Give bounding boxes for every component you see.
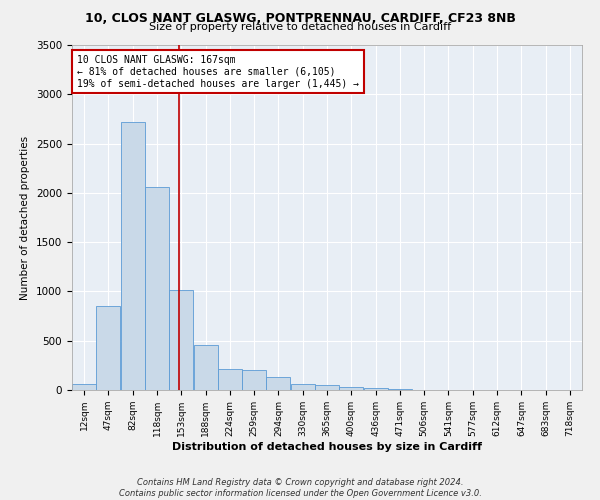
Bar [194,345,218,390]
Bar [121,122,145,390]
Bar [388,388,412,390]
Bar [218,369,242,390]
Bar [242,370,266,390]
X-axis label: Distribution of detached houses by size in Cardiff: Distribution of detached houses by size … [172,442,482,452]
Bar [266,377,290,390]
Text: Size of property relative to detached houses in Cardiff: Size of property relative to detached ho… [149,22,451,32]
Bar [364,388,388,390]
Bar [340,387,364,390]
Bar [169,290,193,390]
Bar [316,384,338,390]
Y-axis label: Number of detached properties: Number of detached properties [20,136,31,300]
Bar [97,306,120,390]
Text: 10, CLOS NANT GLASWG, PONTPRENNAU, CARDIFF, CF23 8NB: 10, CLOS NANT GLASWG, PONTPRENNAU, CARDI… [85,12,515,26]
Bar [145,187,169,390]
Bar [291,384,314,390]
Text: Contains HM Land Registry data © Crown copyright and database right 2024.
Contai: Contains HM Land Registry data © Crown c… [119,478,481,498]
Text: 10 CLOS NANT GLASWG: 167sqm
← 81% of detached houses are smaller (6,105)
19% of : 10 CLOS NANT GLASWG: 167sqm ← 81% of det… [77,56,359,88]
Bar [73,384,96,390]
